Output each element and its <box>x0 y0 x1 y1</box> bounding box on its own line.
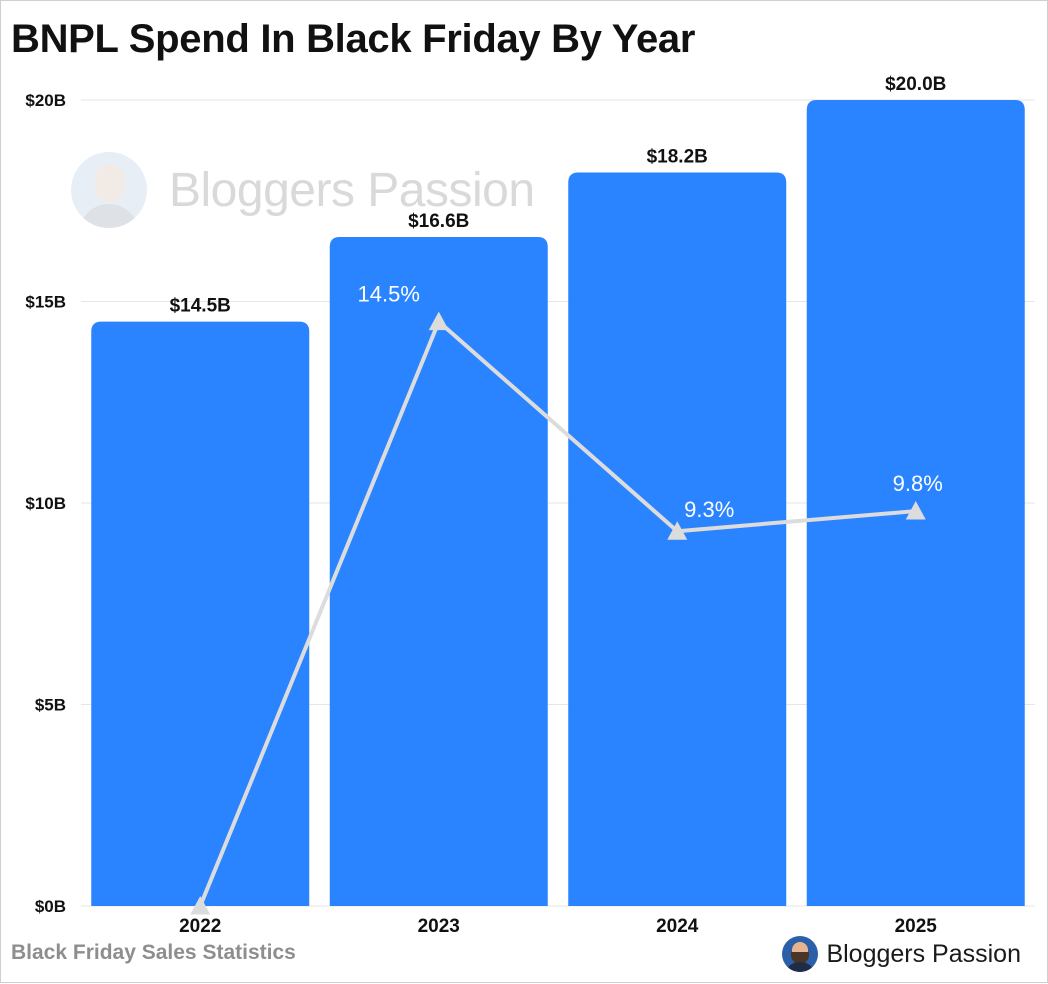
line-data-label: 9.8% <box>893 471 943 496</box>
y-tick-label: $0B <box>35 897 66 916</box>
bar <box>91 321 310 906</box>
chart-title: BNPL Spend In Black Friday By Year <box>11 17 696 61</box>
x-tick-label: 2022 <box>179 916 221 937</box>
bar-data-label: $18.2B <box>647 147 708 168</box>
line-data-label: 14.5% <box>358 282 420 307</box>
brand-avatar-icon <box>782 936 819 972</box>
bar <box>329 237 548 906</box>
bar-data-label: $14.5B <box>170 296 231 317</box>
y-tick-label: $15B <box>25 293 66 312</box>
x-tick-label: 2025 <box>895 916 938 937</box>
line-marker <box>428 311 449 331</box>
y-tick-label: $5B <box>35 696 66 715</box>
line-data-label: 9.3% <box>684 497 734 522</box>
line-marker <box>667 521 688 540</box>
line-marker <box>905 501 926 520</box>
watermark-text: Bloggers Passion <box>169 163 535 217</box>
y-tick-label: $10B <box>25 494 66 513</box>
x-tick-label: 2023 <box>418 916 460 937</box>
x-tick-label: 2024 <box>656 916 699 937</box>
brand-logo: Bloggers Passion <box>782 935 1021 973</box>
y-tick-label: $20B <box>25 91 66 110</box>
bar-data-label: $20.0B <box>885 74 946 95</box>
bar-data-label: $16.6B <box>408 211 469 232</box>
line-series <box>198 319 916 907</box>
source-label: Black Friday Sales Statistics <box>11 941 296 964</box>
watermark-avatar <box>71 152 147 228</box>
brand-name: Bloggers Passion <box>826 939 1021 968</box>
watermark: Bloggers Passion <box>71 151 535 229</box>
line-marker <box>190 896 211 915</box>
